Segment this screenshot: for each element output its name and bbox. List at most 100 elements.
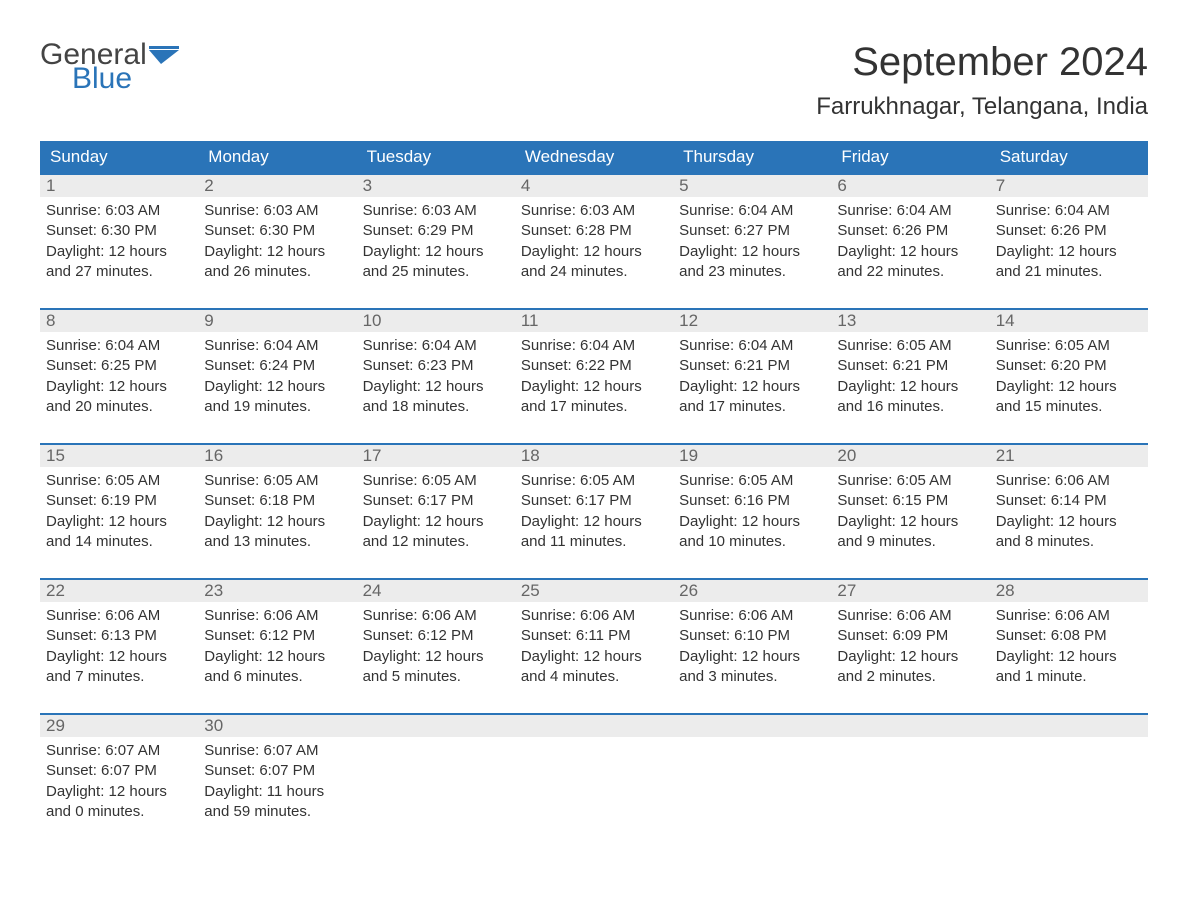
sunrise-line: Sunrise: 6:04 AM (363, 336, 509, 356)
calendar-day-cell: 29 Sunrise: 6:07 AMSunset: 6:07 PMDayligh… (40, 713, 198, 848)
daylight-line: Daylight: 12 hours and 9 minutes. (837, 512, 983, 553)
day-details: Sunrise: 6:04 AMSunset: 6:22 PMDaylight:… (515, 332, 673, 417)
calendar-day-cell: 2Sunrise: 6:03 AMSunset: 6:30 PMDaylight… (198, 173, 356, 308)
logo-text-bottom: Blue (72, 64, 179, 94)
calendar-day-cell: 13Sunrise: 6:05 AMSunset: 6:21 PMDayligh… (831, 308, 989, 443)
calendar-day-cell: 27Sunrise: 6:06 AMSunset: 6:09 PMDayligh… (831, 578, 989, 713)
sunset-line: Sunset: 6:09 PM (837, 626, 983, 646)
sunrise-line: Sunrise: 6:06 AM (996, 471, 1142, 491)
sunrise-line: Sunrise: 6:07 AM (46, 741, 192, 761)
day-number: 24 (357, 578, 515, 602)
day-details: Sunrise: 6:06 AMSunset: 6:13 PMDaylight:… (40, 602, 198, 687)
calendar-day-cell: 23Sunrise: 6:06 AMSunset: 6:12 PMDayligh… (198, 578, 356, 713)
daylight-line: Daylight: 12 hours and 1 minute. (996, 647, 1142, 688)
daylight-line: Daylight: 12 hours and 3 minutes. (679, 647, 825, 688)
sunrise-line: Sunrise: 6:05 AM (363, 471, 509, 491)
day-number: 4 (515, 173, 673, 197)
sunset-line: Sunset: 6:11 PM (521, 626, 667, 646)
day-number: 30 (198, 713, 356, 737)
day-details: Sunrise: 6:03 AMSunset: 6:28 PMDaylight:… (515, 197, 673, 282)
sunrise-line: Sunrise: 6:04 AM (996, 201, 1142, 221)
daylight-line: Daylight: 12 hours and 10 minutes. (679, 512, 825, 553)
daylight-line: Daylight: 12 hours and 20 minutes. (46, 377, 192, 418)
day-details: Sunrise: 6:04 AMSunset: 6:26 PMDaylight:… (831, 197, 989, 282)
day-details: Sunrise: 6:06 AMSunset: 6:08 PMDaylight:… (990, 602, 1148, 687)
sunset-line: Sunset: 6:08 PM (996, 626, 1142, 646)
calendar-day-cell: 15Sunrise: 6:05 AMSunset: 6:19 PMDayligh… (40, 443, 198, 578)
calendar-week-row: 15Sunrise: 6:05 AMSunset: 6:19 PMDayligh… (40, 443, 1148, 578)
sunset-line: Sunset: 6:13 PM (46, 626, 192, 646)
sunset-line: Sunset: 6:07 PM (204, 761, 350, 781)
day-details-empty (673, 737, 831, 801)
sunset-line: Sunset: 6:26 PM (996, 221, 1142, 241)
weekday-header: Sunday (40, 141, 198, 173)
day-details: Sunrise: 6:06 AMSunset: 6:10 PMDaylight:… (673, 602, 831, 687)
daylight-line: Daylight: 12 hours and 18 minutes. (363, 377, 509, 418)
day-number: 15 (40, 443, 198, 467)
day-details: Sunrise: 6:05 AMSunset: 6:21 PMDaylight:… (831, 332, 989, 417)
sunset-line: Sunset: 6:28 PM (521, 221, 667, 241)
daylight-line: Daylight: 12 hours and 19 minutes. (204, 377, 350, 418)
daylight-line: Daylight: 12 hours and 23 minutes. (679, 242, 825, 283)
sunset-line: Sunset: 6:18 PM (204, 491, 350, 511)
day-details: Sunrise: 6:05 AMSunset: 6:19 PMDaylight:… (40, 467, 198, 552)
daylight-line: Daylight: 12 hours and 14 minutes. (46, 512, 192, 553)
calendar-day-cell: 16Sunrise: 6:05 AMSunset: 6:18 PMDayligh… (198, 443, 356, 578)
daylight-line: Daylight: 12 hours and 22 minutes. (837, 242, 983, 283)
daylight-line: Daylight: 12 hours and 12 minutes. (363, 512, 509, 553)
day-details: Sunrise: 6:06 AMSunset: 6:11 PMDaylight:… (515, 602, 673, 687)
day-details: Sunrise: 6:06 AMSunset: 6:12 PMDaylight:… (198, 602, 356, 687)
day-number: 29 (40, 713, 198, 737)
sunrise-line: Sunrise: 6:05 AM (679, 471, 825, 491)
day-details: Sunrise: 6:04 AMSunset: 6:21 PMDaylight:… (673, 332, 831, 417)
daylight-line: Daylight: 12 hours and 0 minutes. (46, 782, 192, 823)
day-details: Sunrise: 6:05 AMSunset: 6:16 PMDaylight:… (673, 467, 831, 552)
calendar-day-cell (990, 713, 1148, 848)
sunset-line: Sunset: 6:15 PM (837, 491, 983, 511)
sunrise-line: Sunrise: 6:04 AM (521, 336, 667, 356)
sunset-line: Sunset: 6:14 PM (996, 491, 1142, 511)
sunrise-line: Sunrise: 6:05 AM (46, 471, 192, 491)
calendar-day-cell: 28Sunrise: 6:06 AMSunset: 6:08 PMDayligh… (990, 578, 1148, 713)
flag-icon (149, 46, 179, 64)
sunset-line: Sunset: 6:12 PM (363, 626, 509, 646)
daylight-line: Daylight: 12 hours and 27 minutes. (46, 242, 192, 283)
calendar-day-cell: 18Sunrise: 6:05 AMSunset: 6:17 PMDayligh… (515, 443, 673, 578)
sunrise-line: Sunrise: 6:03 AM (204, 201, 350, 221)
day-details: Sunrise: 6:05 AMSunset: 6:15 PMDaylight:… (831, 467, 989, 552)
sunrise-line: Sunrise: 6:04 AM (204, 336, 350, 356)
sunrise-line: Sunrise: 6:06 AM (46, 606, 192, 626)
day-number: 17 (357, 443, 515, 467)
daylight-line: Daylight: 12 hours and 17 minutes. (679, 377, 825, 418)
sunset-line: Sunset: 6:07 PM (46, 761, 192, 781)
daylight-line: Daylight: 12 hours and 7 minutes. (46, 647, 192, 688)
calendar-day-cell: 4Sunrise: 6:03 AMSunset: 6:28 PMDaylight… (515, 173, 673, 308)
day-details: Sunrise: 6:04 AMSunset: 6:23 PMDaylight:… (357, 332, 515, 417)
calendar-day-cell: 14Sunrise: 6:05 AMSunset: 6:20 PMDayligh… (990, 308, 1148, 443)
daylight-line: Daylight: 12 hours and 2 minutes. (837, 647, 983, 688)
sunset-line: Sunset: 6:21 PM (837, 356, 983, 376)
day-details: Sunrise: 6:04 AMSunset: 6:26 PMDaylight:… (990, 197, 1148, 282)
day-details: Sunrise: 6:05 AMSunset: 6:18 PMDaylight:… (198, 467, 356, 552)
calendar-day-cell: 11Sunrise: 6:04 AMSunset: 6:22 PMDayligh… (515, 308, 673, 443)
sunrise-line: Sunrise: 6:06 AM (204, 606, 350, 626)
daylight-line: Daylight: 12 hours and 25 minutes. (363, 242, 509, 283)
day-number: 26 (673, 578, 831, 602)
sunset-line: Sunset: 6:16 PM (679, 491, 825, 511)
calendar-day-cell: 22Sunrise: 6:06 AMSunset: 6:13 PMDayligh… (40, 578, 198, 713)
daylight-line: Daylight: 12 hours and 21 minutes. (996, 242, 1142, 283)
calendar-day-cell (673, 713, 831, 848)
sunrise-line: Sunrise: 6:06 AM (679, 606, 825, 626)
sunset-line: Sunset: 6:12 PM (204, 626, 350, 646)
sunrise-line: Sunrise: 6:04 AM (46, 336, 192, 356)
sunset-line: Sunset: 6:30 PM (46, 221, 192, 241)
day-number: 28 (990, 578, 1148, 602)
day-number: 8 (40, 308, 198, 332)
sunset-line: Sunset: 6:27 PM (679, 221, 825, 241)
sunrise-line: Sunrise: 6:06 AM (521, 606, 667, 626)
logo: General Blue (40, 40, 179, 94)
day-number: 5 (673, 173, 831, 197)
day-number: 13 (831, 308, 989, 332)
calendar-day-cell (515, 713, 673, 848)
day-number: 14 (990, 308, 1148, 332)
